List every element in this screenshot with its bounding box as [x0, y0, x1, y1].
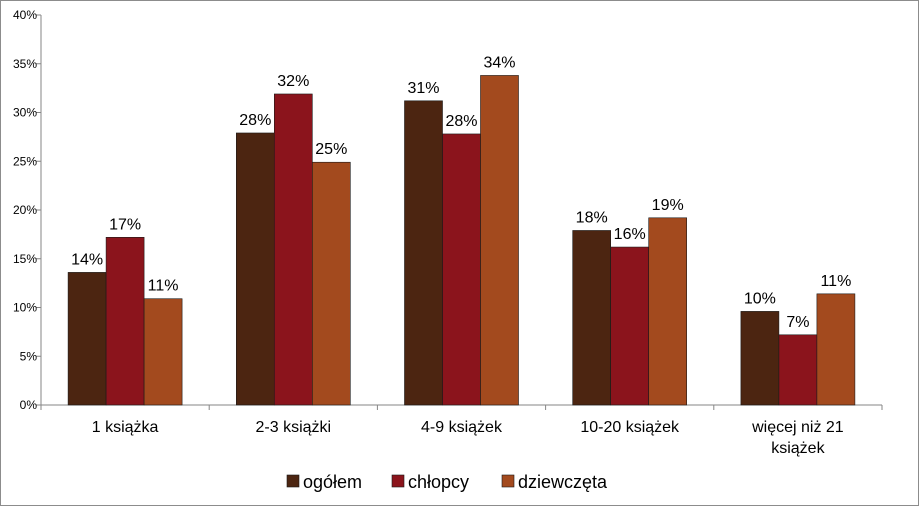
bar-dziewczęta	[816, 293, 856, 406]
data-label: 11%	[148, 278, 179, 295]
data-label: 17%	[109, 216, 141, 233]
legend-swatch-dziewczęta	[501, 474, 515, 488]
bar-dziewczęta	[480, 75, 519, 406]
y-tick-label: 15%	[13, 252, 37, 266]
data-label: 7%	[786, 314, 809, 331]
bar-ogółem	[236, 132, 275, 406]
data-label: 31%	[407, 80, 439, 97]
data-label: 34%	[483, 54, 515, 71]
y-tick-label: 0%	[20, 398, 38, 412]
legend-swatch-chłopcy	[391, 474, 405, 488]
y-tick-label: 35%	[13, 57, 37, 71]
bar-chłopcy	[442, 133, 481, 406]
x-tick-label: 10-20 książek	[580, 419, 680, 436]
y-tick-label: 25%	[13, 154, 37, 168]
data-label: 19%	[652, 197, 684, 214]
bar-ogółem	[740, 311, 780, 406]
y-tick-label: 30%	[13, 106, 37, 120]
bar-ogółem	[572, 230, 612, 406]
y-tick-label: 20%	[13, 203, 37, 217]
data-label: 18%	[576, 209, 608, 226]
data-label: 32%	[277, 73, 309, 90]
data-label: 28%	[445, 113, 477, 130]
x-tick-label: książek	[771, 440, 825, 457]
legend-label: ogółem	[303, 472, 362, 492]
data-label: 10%	[744, 290, 776, 307]
bar-chłopcy	[105, 237, 145, 406]
bar-dziewczęta	[143, 298, 183, 406]
legend-label: chłopcy	[408, 472, 469, 492]
data-label: 28%	[239, 112, 271, 129]
bar-dziewczęta	[648, 217, 688, 406]
y-tick-label: 5%	[20, 349, 38, 363]
bar-chłopcy	[610, 246, 650, 406]
bar-chłopcy	[778, 334, 818, 406]
x-tick-label: 1 książka	[92, 419, 159, 436]
data-label: 11%	[820, 273, 851, 290]
data-label: 14%	[71, 251, 103, 268]
bar-chłopcy	[273, 93, 313, 406]
legend-label: dziewczęta	[518, 472, 608, 492]
x-tick-label: 4-9 książek	[421, 419, 503, 436]
bar-ogółem	[67, 272, 107, 406]
bar-dziewczęta	[311, 161, 351, 406]
y-tick-label: 10%	[13, 301, 37, 315]
legend-swatch-ogółem	[286, 474, 300, 488]
x-tick-label: 2-3 książki	[256, 419, 332, 436]
data-label: 25%	[315, 141, 347, 158]
y-tick-label: 40%	[13, 8, 37, 22]
data-label: 16%	[614, 226, 646, 243]
bar-ogółem	[404, 100, 443, 406]
x-tick-label: więcej niż 21	[751, 419, 844, 436]
